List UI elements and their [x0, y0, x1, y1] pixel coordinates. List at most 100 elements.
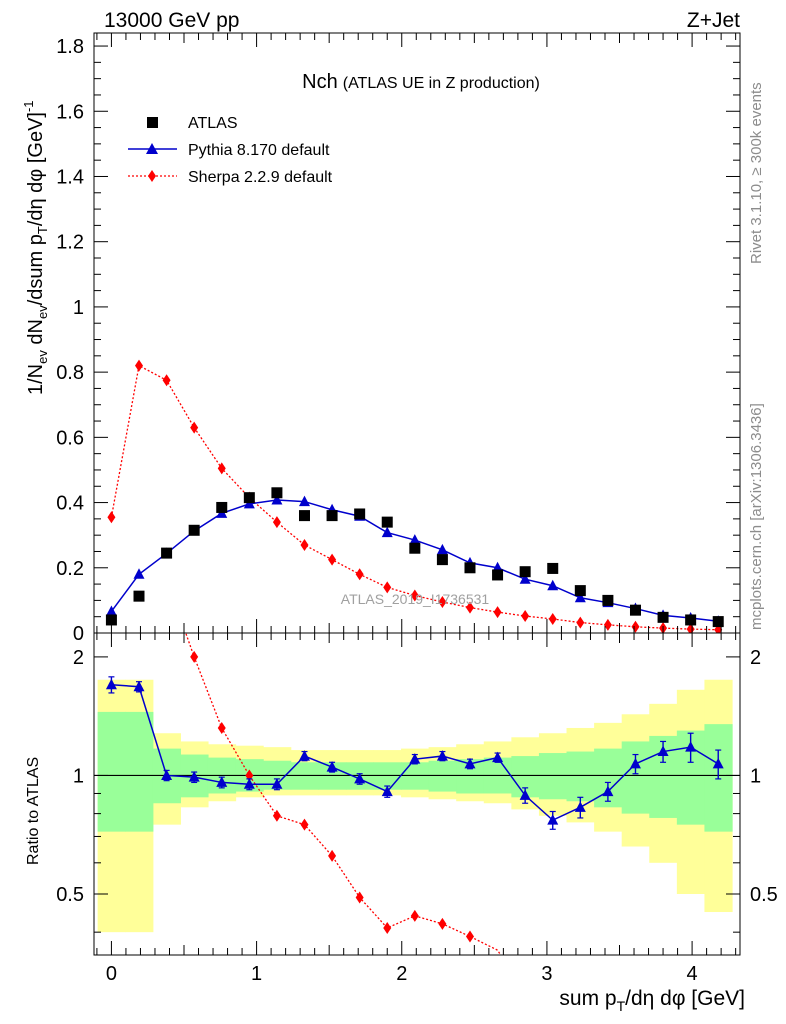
plot-title: Nch (ATLAS UE in Z production) — [302, 71, 540, 93]
sherpa-point — [190, 421, 199, 434]
ratio-curves — [105, 633, 724, 955]
atlas-point — [657, 611, 669, 623]
x-tick-label: 3 — [541, 963, 552, 985]
ratio-y-tick-label-left: 0.5 — [56, 884, 84, 906]
pythia-ratio-point — [464, 757, 476, 769]
atlas-point — [161, 547, 173, 559]
mcplots-info: mcplots.cern.ch [arXiv:1306.3436] — [748, 403, 765, 630]
sherpa-ratio-point — [383, 921, 392, 934]
atlas-point — [216, 501, 228, 513]
pythia-ratio-point — [574, 801, 586, 812]
sherpa-point — [438, 596, 447, 609]
sherpa-point — [328, 553, 337, 566]
pythia-ratio-point — [326, 761, 338, 772]
pythia-ratio-point — [271, 778, 283, 789]
pythia-ratio-point — [519, 789, 531, 800]
atlas-point — [464, 562, 476, 574]
atlas-point — [685, 614, 697, 626]
ratio-y-tick-label-left: 2 — [73, 647, 84, 669]
ratio-y-tick-label-right: 1 — [750, 765, 761, 787]
pythia-point — [298, 495, 310, 507]
pythia-ratio-point — [547, 814, 559, 825]
main-y-tick-label: 0.6 — [56, 427, 84, 449]
pythia-ratio-point — [492, 751, 504, 763]
pythia-ratio-point — [105, 678, 117, 690]
atlas-point — [133, 590, 145, 602]
atlas-point — [409, 542, 421, 554]
pythia-point — [105, 605, 117, 616]
x-tick-label: 1 — [251, 963, 262, 985]
atlas-point — [602, 594, 614, 606]
atlas-point — [712, 616, 724, 628]
legend: ATLAS Pythia 8.170 default Sherpa 2.2.9 … — [128, 115, 333, 186]
x-tick-label: 4 — [687, 963, 698, 985]
axis-ticks — [94, 33, 740, 955]
sherpa-ratio-point — [217, 721, 226, 734]
rivet-info: Rivet 3.1.10, ≥ 300k events — [748, 82, 765, 264]
pythia-point — [436, 543, 448, 555]
pythia-point — [409, 534, 421, 545]
pythia-ratio-point — [243, 778, 255, 789]
atlas-point — [547, 562, 559, 574]
pythia-ratio-point — [436, 750, 448, 761]
analysis-watermark: ATLAS_2019_I1736531 — [341, 591, 490, 607]
atlas-point — [326, 510, 338, 522]
sherpa-point — [548, 612, 557, 625]
main-y-tick-label: 1.2 — [56, 232, 84, 254]
sherpa-point — [631, 620, 640, 633]
pythia-point — [547, 579, 559, 591]
pythia-ratio-point — [381, 785, 393, 797]
green-band-bin — [125, 711, 154, 832]
legend-pythia-marker — [146, 143, 158, 154]
pythia-ratio-point — [409, 753, 421, 764]
x-tick-label: 2 — [396, 963, 407, 985]
atlas-point — [298, 510, 310, 522]
sherpa-ratio-point — [355, 891, 364, 904]
sherpa-point — [162, 374, 171, 387]
sherpa-point — [493, 606, 502, 619]
atlas-point — [574, 585, 586, 597]
green-band-bin — [97, 711, 126, 832]
pythia-ratio-point — [629, 757, 641, 769]
sherpa-ratio-point — [300, 818, 309, 831]
sherpa-point — [272, 516, 281, 529]
ratio-y-tick-label-right: 0.5 — [750, 884, 778, 906]
sherpa-point — [465, 601, 474, 614]
sherpa-point — [107, 511, 116, 524]
green-band-bin — [566, 751, 595, 802]
green-band-bin — [538, 753, 568, 800]
legend-atlas-label: ATLAS — [188, 115, 238, 132]
main-y-tick-label: 1.6 — [56, 101, 84, 123]
atlas-point — [188, 524, 200, 536]
green-band-bin — [428, 760, 457, 792]
pythia-ratio-point — [657, 745, 669, 757]
sherpa-ratio-point — [328, 849, 337, 862]
sherpa-point — [355, 568, 364, 581]
pythia-ratio-point — [354, 772, 366, 784]
sherpa-point — [603, 618, 612, 631]
sherpa-point — [576, 616, 585, 629]
green-band-bin — [621, 741, 650, 814]
ratio-y-tick-label-left: 1 — [73, 765, 84, 787]
sherpa-ratio-point — [190, 650, 199, 663]
atlas-point — [629, 604, 641, 616]
header-right: Z+Jet — [687, 9, 740, 32]
main-y-label: 1/Nev dNev/dsum pT/dη dφ [GeV]-1 — [21, 100, 50, 395]
legend-sherpa-marker — [148, 170, 156, 182]
pythia-point — [574, 591, 586, 603]
pythia-ratio-point — [602, 785, 614, 797]
ratio-bands — [97, 679, 733, 933]
pythia-ratio-point — [216, 776, 228, 787]
pythia-point — [133, 568, 145, 579]
pythia-point — [519, 573, 531, 584]
header-left: 13000 GeV pp — [104, 9, 239, 32]
tick-labels: 00.20.40.60.811.21.41.61.80.5 0.51 12 20 1 2 3… — [56, 36, 778, 985]
ratio-y-label: Ratio to ATLAS — [25, 757, 42, 865]
atlas-point — [519, 566, 531, 578]
pythia-ratio-point — [161, 769, 173, 780]
x-axis-label: sum pT/dη dφ [GeV] — [559, 987, 745, 1014]
main-y-tick-label: 0 — [73, 623, 84, 645]
pythia-ratio-point — [685, 741, 697, 752]
main-y-tick-label: 0.4 — [56, 493, 84, 515]
atlas-point — [381, 516, 393, 528]
